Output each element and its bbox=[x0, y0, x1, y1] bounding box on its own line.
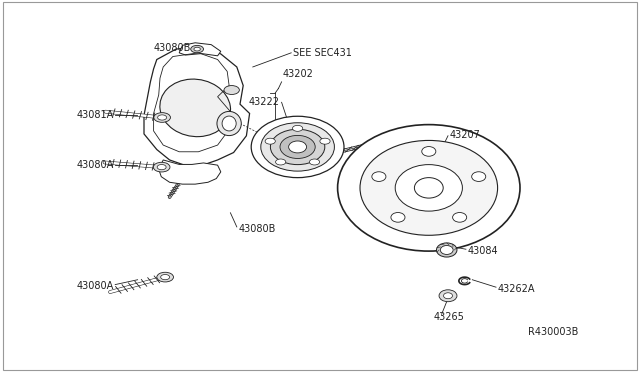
Ellipse shape bbox=[452, 212, 467, 222]
Ellipse shape bbox=[289, 141, 307, 153]
Circle shape bbox=[194, 47, 200, 51]
Ellipse shape bbox=[160, 79, 230, 137]
Ellipse shape bbox=[217, 111, 241, 135]
Ellipse shape bbox=[439, 290, 457, 302]
Text: 43084: 43084 bbox=[467, 246, 498, 256]
Ellipse shape bbox=[396, 164, 463, 211]
Ellipse shape bbox=[271, 129, 325, 164]
Ellipse shape bbox=[444, 293, 452, 299]
Ellipse shape bbox=[261, 123, 335, 171]
Text: 43081A: 43081A bbox=[77, 110, 114, 119]
Circle shape bbox=[320, 138, 330, 144]
Ellipse shape bbox=[436, 243, 457, 257]
Circle shape bbox=[276, 159, 286, 165]
Text: 43080A: 43080A bbox=[77, 160, 114, 170]
Circle shape bbox=[309, 159, 319, 165]
Text: 43080B: 43080B bbox=[154, 44, 191, 53]
Text: 43202: 43202 bbox=[283, 70, 314, 79]
Circle shape bbox=[157, 164, 166, 170]
Ellipse shape bbox=[338, 125, 520, 251]
Ellipse shape bbox=[472, 172, 486, 182]
Circle shape bbox=[224, 86, 239, 94]
Text: 43222: 43222 bbox=[249, 97, 280, 107]
Circle shape bbox=[154, 162, 170, 172]
Ellipse shape bbox=[422, 147, 436, 156]
Text: 43207: 43207 bbox=[449, 130, 480, 140]
Text: SEE SEC431: SEE SEC431 bbox=[293, 48, 352, 58]
Circle shape bbox=[161, 275, 170, 280]
Circle shape bbox=[265, 138, 275, 144]
Text: 43080A: 43080A bbox=[77, 281, 114, 291]
Text: 43262A: 43262A bbox=[497, 284, 535, 294]
Ellipse shape bbox=[222, 116, 236, 131]
Ellipse shape bbox=[252, 116, 344, 177]
Polygon shape bbox=[179, 43, 221, 56]
Polygon shape bbox=[159, 160, 221, 184]
Ellipse shape bbox=[415, 178, 444, 198]
Circle shape bbox=[157, 272, 173, 282]
Circle shape bbox=[154, 113, 170, 122]
Circle shape bbox=[292, 125, 303, 131]
Text: 43080B: 43080B bbox=[238, 224, 275, 234]
Polygon shape bbox=[144, 46, 250, 166]
Circle shape bbox=[191, 45, 204, 53]
Ellipse shape bbox=[391, 212, 405, 222]
Ellipse shape bbox=[440, 246, 453, 254]
Text: 43265: 43265 bbox=[434, 312, 465, 322]
Ellipse shape bbox=[360, 140, 498, 235]
Ellipse shape bbox=[372, 172, 386, 182]
Circle shape bbox=[157, 115, 166, 120]
Ellipse shape bbox=[280, 135, 316, 158]
Text: R430003B: R430003B bbox=[528, 327, 579, 337]
